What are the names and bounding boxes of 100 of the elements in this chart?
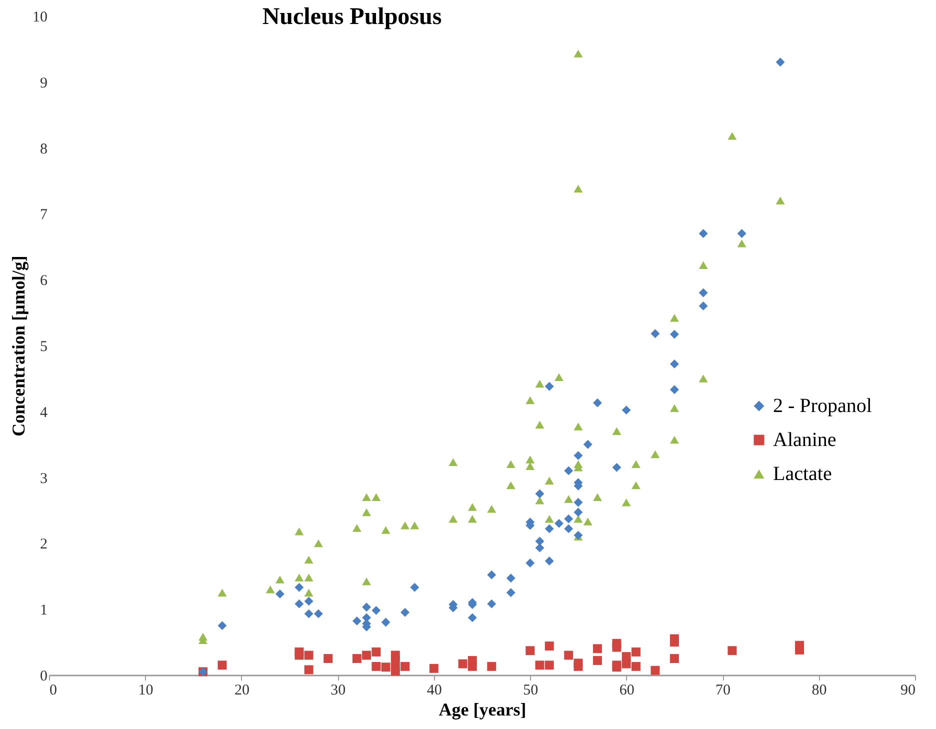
point bbox=[468, 662, 477, 671]
point bbox=[650, 666, 660, 675]
point bbox=[526, 462, 535, 470]
point bbox=[526, 456, 535, 464]
point bbox=[698, 229, 708, 238]
y-tick-label: 10 bbox=[32, 10, 48, 26]
point bbox=[650, 450, 660, 458]
point bbox=[314, 539, 323, 548]
point bbox=[468, 514, 477, 523]
y-tick-label: 8 bbox=[40, 141, 48, 158]
point bbox=[372, 662, 381, 671]
point bbox=[390, 666, 400, 676]
point bbox=[535, 420, 544, 428]
point bbox=[698, 288, 708, 298]
point bbox=[574, 451, 583, 460]
point bbox=[622, 659, 631, 668]
point bbox=[526, 396, 535, 404]
point bbox=[564, 466, 574, 476]
point bbox=[670, 314, 679, 322]
point bbox=[314, 609, 323, 618]
point bbox=[670, 330, 679, 339]
point bbox=[728, 646, 737, 656]
point bbox=[372, 606, 381, 615]
point bbox=[294, 599, 304, 608]
point bbox=[535, 380, 544, 388]
point bbox=[294, 650, 304, 660]
point bbox=[304, 665, 314, 674]
point bbox=[352, 616, 362, 626]
point bbox=[592, 656, 602, 665]
point bbox=[218, 660, 227, 670]
x-tick-label: 10 bbox=[138, 682, 154, 698]
point bbox=[670, 359, 679, 368]
point bbox=[362, 650, 372, 660]
point bbox=[218, 621, 227, 630]
point bbox=[506, 588, 516, 598]
point bbox=[362, 602, 372, 612]
point bbox=[266, 585, 275, 594]
chart-title: Nucleus Pulposus bbox=[262, 4, 442, 30]
x-tick-label: 60 bbox=[619, 682, 634, 698]
y-tick-label: 9 bbox=[40, 75, 48, 92]
x-tick-label: 70 bbox=[716, 682, 731, 698]
point bbox=[574, 184, 583, 193]
point bbox=[544, 514, 554, 523]
point bbox=[544, 476, 554, 484]
point bbox=[400, 608, 410, 617]
point bbox=[352, 524, 362, 532]
point bbox=[544, 382, 554, 391]
point bbox=[776, 58, 785, 67]
point bbox=[468, 613, 477, 622]
point bbox=[612, 427, 622, 436]
point bbox=[592, 493, 602, 501]
point bbox=[544, 524, 554, 534]
point bbox=[362, 493, 372, 501]
y-tick-label: 3 bbox=[40, 470, 48, 487]
point bbox=[631, 460, 640, 468]
point bbox=[776, 196, 785, 204]
point bbox=[400, 662, 410, 671]
point bbox=[294, 527, 304, 536]
point bbox=[448, 514, 458, 523]
y-axis-title: Concentration [µmol/g] bbox=[8, 256, 28, 436]
point bbox=[304, 556, 314, 564]
point bbox=[468, 503, 477, 511]
point bbox=[564, 524, 574, 534]
point bbox=[698, 374, 708, 382]
point bbox=[544, 660, 554, 670]
point bbox=[554, 518, 564, 528]
point bbox=[583, 518, 592, 526]
point bbox=[583, 440, 592, 449]
point bbox=[698, 301, 708, 310]
point bbox=[670, 436, 679, 444]
legend-label: 2 - Propanol bbox=[773, 395, 872, 417]
point bbox=[304, 574, 314, 582]
point bbox=[631, 647, 640, 656]
point bbox=[535, 660, 544, 670]
point bbox=[506, 460, 516, 468]
point bbox=[487, 599, 496, 608]
point bbox=[795, 645, 804, 654]
point bbox=[564, 495, 574, 503]
point bbox=[670, 654, 679, 663]
x-tick-label: 40 bbox=[426, 682, 442, 698]
x-tick-label: 80 bbox=[812, 682, 827, 698]
point bbox=[554, 373, 564, 382]
point bbox=[592, 644, 602, 654]
point bbox=[526, 558, 535, 568]
point bbox=[612, 642, 622, 652]
point bbox=[564, 650, 574, 660]
x-tick-label: 50 bbox=[523, 682, 538, 698]
point bbox=[631, 481, 640, 490]
point bbox=[275, 589, 284, 598]
point bbox=[698, 261, 708, 269]
point bbox=[458, 659, 468, 668]
point bbox=[372, 493, 381, 501]
point bbox=[631, 662, 640, 671]
y-tick-label: 6 bbox=[40, 273, 48, 290]
point bbox=[650, 329, 660, 338]
point bbox=[574, 662, 583, 671]
point bbox=[429, 664, 438, 673]
point bbox=[410, 522, 420, 530]
y-tick-label: 1 bbox=[40, 602, 48, 619]
point bbox=[526, 646, 535, 656]
